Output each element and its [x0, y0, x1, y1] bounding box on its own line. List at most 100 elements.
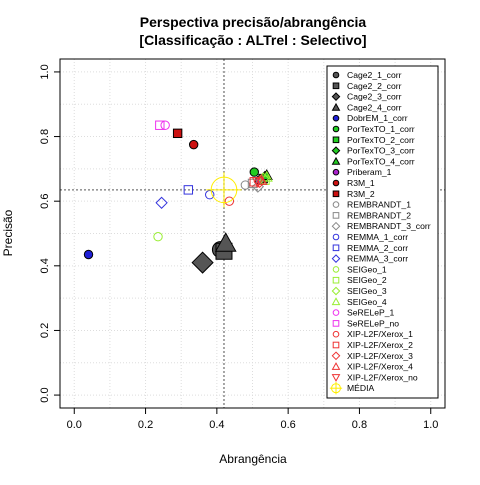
legend-marker-SeRELeP_no	[332, 320, 340, 327]
y-tick-label: 0.8	[39, 129, 51, 144]
legend-marker-XIP-L2F/Xerox_no	[331, 374, 341, 382]
x-tick-label: 1.0	[423, 419, 438, 431]
y-tick-label: 0.2	[39, 323, 51, 338]
y-tick-label: 0.6	[39, 194, 51, 209]
legend-marker-R3M_1	[332, 179, 340, 187]
data-point-R3M_2	[172, 128, 183, 139]
legend-marker-XIP-L2F/Xerox_1	[332, 330, 340, 338]
legend-label: DobrEM_1_corr	[347, 113, 408, 123]
legend-marker-SeRELeP_1	[332, 309, 340, 316]
data-point-REMMA_1_corr	[205, 190, 215, 200]
legend-label: REMMA_2_corr	[347, 243, 408, 253]
legend-marker-SEIGeo_1	[332, 266, 340, 273]
y-tick-label: 0.0	[39, 387, 51, 402]
legend-marker-REMBRANDT_2	[332, 212, 340, 219]
legend-marker-REMBRANDT_1	[332, 201, 340, 208]
data-point-REMMA_2_corr	[183, 185, 194, 195]
x-tick-label: 0.2	[138, 419, 153, 431]
legend-marker-Cage2_3_corr	[331, 92, 341, 101]
data-point-XIP-L2F/Xerox_no	[251, 177, 264, 189]
legend-marker-R3M_2	[332, 190, 340, 198]
legend: Cage2_1_corrCage2_2_corrCage2_3_corrCage…	[326, 65, 439, 399]
legend-label: SEIGeo_1	[347, 264, 387, 274]
y-axis-label: Precisão	[1, 209, 15, 256]
data-point-XIP-L2F/Xerox_3	[253, 175, 266, 188]
legend-marker-REMBRANDT_3_corr	[331, 221, 341, 231]
legend-label: Priberam_1	[347, 167, 392, 177]
data-point-PorTexTO_1_corr	[249, 167, 259, 177]
legend-label: REMMA_1_corr	[347, 232, 408, 242]
legend-marker-PorTexTO_2_corr	[332, 136, 340, 144]
legend-label: PorTexTO_4_corr	[347, 156, 415, 166]
legend-box	[326, 65, 439, 399]
y-tick-label: 1.0	[39, 64, 51, 79]
chart-title: Perspectiva precisão/abrangência	[140, 14, 367, 30]
legend-marker-Cage2_4_corr	[331, 102, 341, 111]
legend-marker-SEIGeo_3	[331, 286, 341, 296]
legend-marker-Cage2_2_corr	[332, 82, 340, 90]
data-point-SeRELeP_no	[155, 120, 165, 130]
plot-frame	[59, 58, 446, 409]
legend-label: SEIGeo_4	[347, 297, 387, 307]
data-point-SEIGeo_4	[260, 170, 273, 182]
data-point-REMBRANDT_1	[240, 180, 251, 190]
legend-marker-REMMA_2_corr	[332, 244, 340, 252]
legend-marker-PorTexTO_3_corr	[331, 146, 341, 155]
legend-label: PorTexTO_3_corr	[347, 146, 415, 156]
x-tick-label: 0.0	[67, 419, 82, 431]
legend-label: SEIGeo_3	[347, 286, 387, 296]
legend-label: Cage2_2_corr	[347, 81, 402, 91]
y-tick-label: 0.4	[39, 258, 51, 273]
legend-marker-XIP-L2F/Xerox_2	[332, 341, 340, 349]
data-point-SEIGeo_1	[153, 232, 163, 242]
x-tick-label: 0.8	[352, 419, 367, 431]
legend-label: SeRELeP_no	[347, 318, 399, 328]
x-axis-label: Abrangência	[219, 452, 287, 466]
legend-label: REMBRANDT_3_corr	[347, 221, 431, 231]
legend-label: R3M_1	[347, 178, 375, 188]
legend-label: SeRELeP_1	[347, 308, 395, 318]
data-point-SeRELeP_1	[160, 120, 170, 130]
legend-label: PorTexTO_2_corr	[347, 135, 415, 145]
legend-label: XIP-L2F/Xerox_2	[347, 340, 413, 350]
legend-label: SEIGeo_2	[347, 275, 387, 285]
data-point-R3M_1	[188, 139, 199, 150]
legend-label: Cage2_4_corr	[347, 102, 402, 112]
data-point-REMMA_3_corr	[155, 196, 168, 209]
legend-label: XIP-L2F/Xerox_1	[347, 329, 413, 339]
legend-label: XIP-L2F/Xerox_3	[347, 351, 413, 361]
legend-marker-DobrEM_1_corr	[332, 114, 340, 122]
data-point-XIP-L2F/Xerox_1	[224, 196, 235, 206]
legend-marker-SEIGeo_2	[332, 276, 340, 284]
legend-label: REMBRANDT_1	[347, 200, 411, 210]
legend-label: PorTexTO_1_corr	[347, 124, 415, 134]
legend-marker-Priberam_1	[332, 168, 340, 176]
legend-marker-XIP-L2F/Xerox_4	[331, 362, 341, 370]
legend-label: XIP-L2F/Xerox_no	[347, 372, 418, 382]
chart-subtitle: [Classificação : ALTrel : Selectivo]	[139, 32, 366, 48]
legend-marker-PorTexTO_4_corr	[331, 156, 341, 165]
data-point-MÉDIA	[206, 172, 242, 208]
legend-marker-XIP-L2F/Xerox_3	[331, 351, 341, 361]
x-tick-label: 0.6	[280, 419, 295, 431]
legend-label: Cage2_3_corr	[347, 92, 402, 102]
legend-marker-MÉDIA	[329, 382, 343, 395]
legend-label: R3M_2	[347, 189, 375, 199]
legend-label: XIP-L2F/Xerox_4	[347, 362, 413, 372]
legend-label: Cage2_1_corr	[347, 70, 402, 80]
legend-label: REMBRANDT_2	[347, 210, 411, 220]
legend-label: MÉDIA	[347, 383, 374, 393]
data-point-Cage2_3_corr	[191, 251, 214, 274]
legend-marker-SEIGeo_4	[331, 297, 341, 306]
data-point-Cage2_4_corr	[214, 232, 237, 252]
data-point-DobrEM_1_corr	[83, 249, 94, 260]
legend-marker-REMMA_3_corr	[331, 254, 341, 263]
legend-label: REMMA_3_corr	[347, 254, 408, 264]
legend-marker-REMMA_1_corr	[332, 233, 340, 241]
data-point-XIP-L2F/Xerox_4	[255, 173, 268, 185]
legend-marker-Cage2_1_corr	[332, 71, 340, 79]
legend-marker-PorTexTO_1_corr	[332, 125, 340, 133]
x-tick-label: 0.4	[209, 419, 224, 431]
